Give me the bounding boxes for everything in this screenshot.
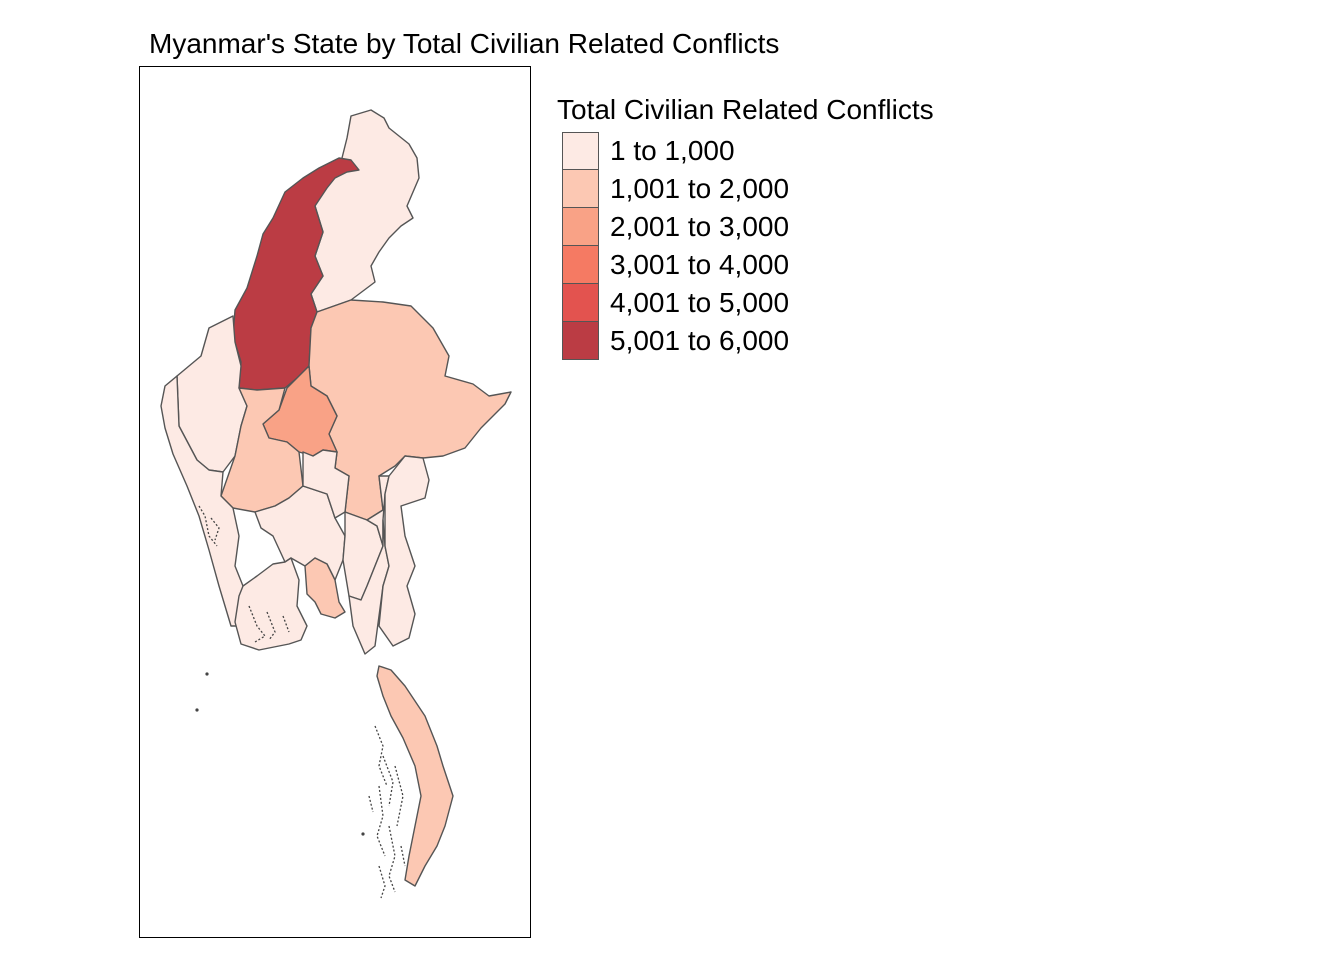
coastal-islands [195,505,406,899]
legend-swatch [562,284,599,322]
legend-item: 5,001 to 6,000 [557,322,934,360]
legend-label: 5,001 to 6,000 [610,325,790,356]
region-central-2[interactable] [302,449,350,519]
region-southern-tail[interactable] [376,665,454,887]
legend-item: 1 to 1,000 [557,132,934,170]
legend-swatch [562,322,599,360]
region-south-central[interactable] [304,557,346,619]
legend-swatch [562,208,599,246]
legend-title: Total Civilian Related Conflicts [557,94,934,125]
legend-item: 2,001 to 3,000 [557,208,934,246]
legend-item: 4,001 to 5,000 [557,284,934,322]
legend-swatch [562,132,599,170]
legend-swatch [562,170,599,208]
myanmar-map [160,109,512,899]
map-title: Myanmar's State by Total Civilian Relate… [149,28,780,59]
legend-label: 1,001 to 2,000 [610,173,790,204]
legend: Total Civilian Related Conflicts 1 to 1,… [557,92,934,360]
legend-item: 1,001 to 2,000 [557,170,934,208]
legend-swatch [562,246,599,284]
region-southwest[interactable] [234,557,308,651]
legend-label: 2,001 to 3,000 [610,211,790,242]
region-north-east[interactable] [310,109,420,313]
legend-label: 1 to 1,000 [610,135,735,166]
map-frame [139,66,531,938]
legend-label: 4,001 to 5,000 [610,287,790,318]
legend-label: 3,001 to 4,000 [610,249,790,280]
legend-item: 3,001 to 4,000 [557,246,934,284]
region-southeast-border[interactable] [378,455,430,647]
